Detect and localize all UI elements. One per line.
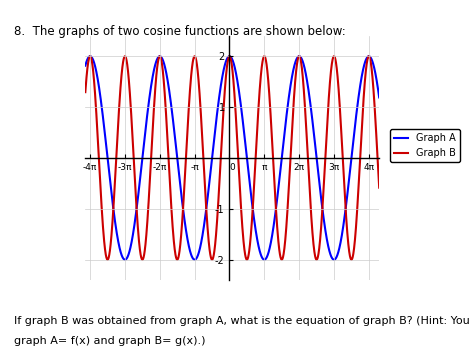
Line: Graph A: Graph A: [85, 56, 379, 260]
Graph B: [368, 60, 374, 65]
Graph A: [226, 55, 231, 59]
Graph B: [376, 186, 382, 190]
Graph A: [314, 160, 320, 164]
Graph A: [218, 84, 224, 89]
Graph A: [98, 95, 103, 99]
Graph B: [82, 90, 88, 94]
Graph A: [87, 54, 93, 59]
Graph B: [314, 257, 319, 262]
Graph B: [98, 185, 103, 190]
Graph B: [368, 61, 374, 66]
Graph A: [376, 95, 382, 99]
Graph B: [218, 159, 223, 164]
Graph B: [348, 257, 354, 262]
Graph B: [226, 56, 231, 60]
Graph A: [368, 56, 374, 60]
Graph A: [82, 64, 88, 68]
Graph A: [368, 56, 374, 60]
Line: Graph B: Graph B: [85, 56, 379, 260]
Legend: Graph A, Graph B: Graph A, Graph B: [390, 130, 460, 162]
Text: graph A= f(x) and graph B= g(x).): graph A= f(x) and graph B= g(x).): [14, 336, 206, 346]
Graph B: [87, 54, 93, 59]
Text: 8.  The graphs of two cosine functions are shown below:: 8. The graphs of two cosine functions ar…: [14, 25, 346, 38]
Text: If graph B was obtained from graph A, what is the equation of graph B? (Hint: Yo: If graph B was obtained from graph A, wh…: [14, 316, 474, 326]
Graph A: [122, 257, 128, 262]
